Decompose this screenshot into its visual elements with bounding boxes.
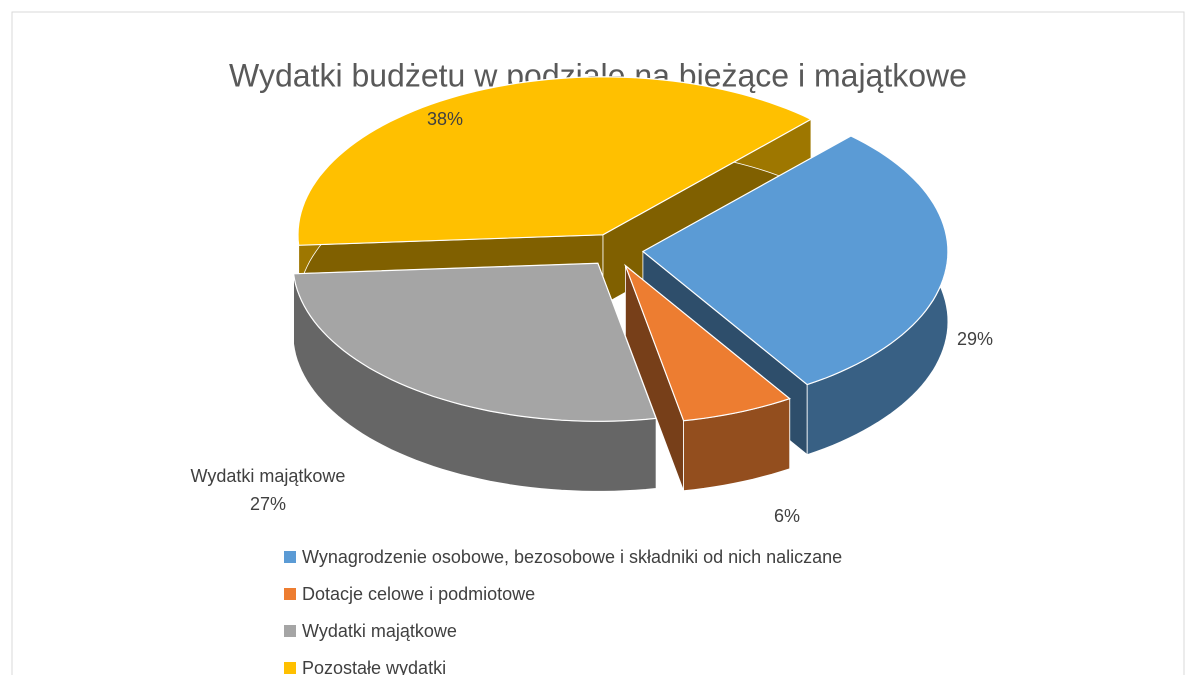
slice-top [641, 135, 949, 386]
legend-swatch [284, 588, 296, 600]
slice-top [624, 263, 791, 422]
data-label-category: Wydatki majątkowe [191, 466, 346, 486]
data-label: 27% [250, 494, 286, 514]
legend-label: Dotacje celowe i podmiotowe [302, 584, 535, 604]
legend-swatch [284, 551, 296, 563]
pie-slice [624, 263, 791, 492]
legend-swatch [284, 625, 296, 637]
legend-swatch [284, 662, 296, 674]
data-label: 38% [427, 109, 463, 129]
legend-label: Pozostałe wydatki [302, 658, 446, 675]
slice-top [292, 262, 657, 422]
data-label: 6% [774, 506, 800, 526]
data-label: 29% [957, 329, 993, 349]
legend-label: Wynagrodzenie osobowe, bezosobowe i skła… [302, 547, 842, 567]
legend-label: Wydatki majątkowe [302, 621, 457, 641]
slice-top [297, 76, 813, 246]
pie-slice [292, 262, 657, 492]
